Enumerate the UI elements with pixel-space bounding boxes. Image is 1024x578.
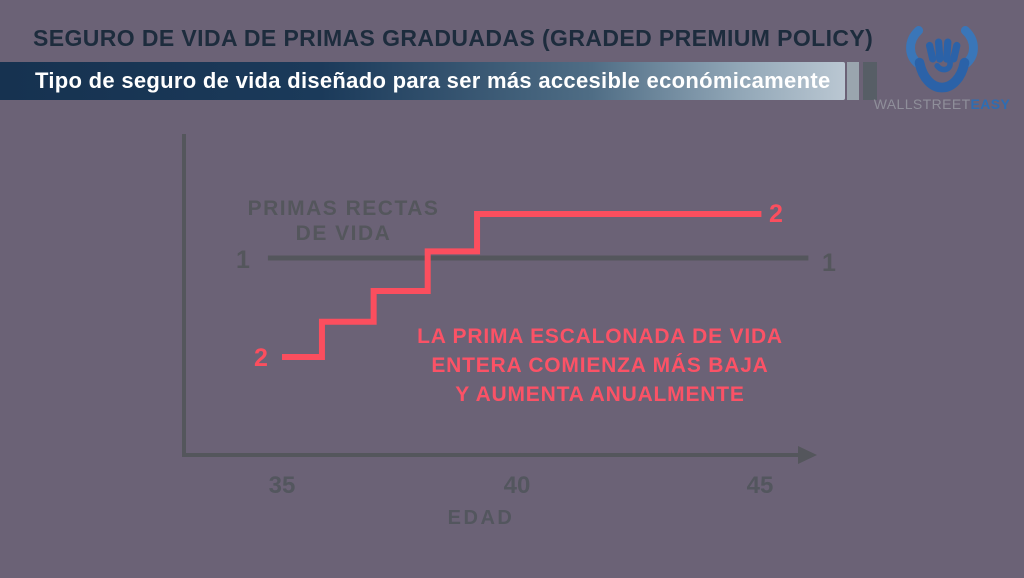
subtitle-text: Tipo de seguro de vida diseñado para ser… (35, 68, 831, 93)
series2-marker-left: 2 (254, 344, 268, 372)
series1-marker-right: 1 (822, 249, 836, 277)
x-tick-40: 40 (503, 472, 531, 499)
banner-ribbon-light (847, 62, 859, 100)
subtitle-banner: Tipo de seguro de vida diseñado para ser… (0, 62, 845, 100)
page-title: SEGURO DE VIDA DE PRIMAS GRADUADAS (GRAD… (33, 25, 874, 51)
series1-label: PRIMAS RECTAS DE VIDA (246, 196, 441, 246)
x-tick-45: 45 (746, 472, 774, 499)
series2-marker-right: 2 (769, 200, 783, 228)
x-axis (182, 446, 817, 464)
x-tick-35: 35 (268, 472, 296, 499)
x-axis-title: EDAD (447, 507, 515, 529)
annotation-line1: LA PRIMA ESCALONADA DE VIDA (417, 325, 783, 348)
annotation-line2: ENTERA COMIENZA MÁS BAJA (431, 354, 769, 377)
brand-name-gray: WALLSTREET (873, 96, 971, 112)
series2-step-line (282, 211, 762, 360)
banner-ribbon-dark (863, 62, 877, 100)
bull-icon (906, 26, 978, 93)
brand-logo: WALLSTREETEASY (872, 20, 1012, 112)
series1-label-line2: DE VIDA (295, 222, 392, 245)
series1-marker-left: 1 (236, 246, 250, 274)
brand-name-accent: EASY (970, 96, 1011, 112)
x-axis-arrow-icon (798, 446, 817, 464)
series-layer (267, 211, 809, 360)
annotation-line3: Y AUMENTA ANUALMENTE (455, 383, 745, 406)
brand-name: WALLSTREETEASY (872, 96, 1012, 112)
series1-label-line1: PRIMAS RECTAS (247, 197, 440, 220)
chart-annotation: LA PRIMA ESCALONADA DE VIDA ENTERA COMIE… (400, 322, 800, 409)
